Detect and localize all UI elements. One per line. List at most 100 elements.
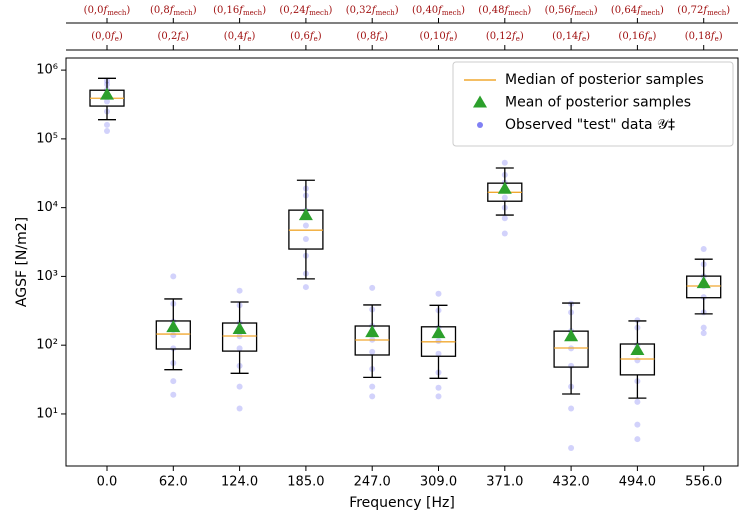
label-prefix: (0,4 [224,31,244,42]
label-suffix: ) [185,31,189,42]
label-sub: mech [508,9,528,17]
label-suffix: ) [461,5,465,16]
observed-point [435,338,442,345]
x-axis-label: Frequency [Hz] [349,495,455,511]
label-prefix: (0,40 [412,5,438,16]
top-tick-label: (0,4fe) [224,31,256,44]
label-prefix: (0,0 [91,31,111,42]
top-tick-label: (0,32fmech) [346,5,399,18]
label-symbol: f [636,5,643,16]
label-symbol: f [102,5,109,16]
observed-point [104,121,110,128]
label-symbol: f [238,5,245,16]
observed-point [501,230,508,237]
label-sub: mech [641,9,661,17]
observed-point [568,444,575,451]
label-prefix: (0,72 [677,5,703,16]
legend-swatch [473,95,487,108]
x-tick-label: 432.0 [552,475,589,490]
mean-marker [232,321,247,334]
observed-point [700,330,707,337]
label-suffix: ) [384,31,388,42]
observed-point [236,345,243,352]
observed-point [435,384,442,391]
label-sub: mech [243,9,263,17]
mean-marker [365,325,380,338]
mean-marker [696,276,711,289]
legend-box [452,61,734,147]
observed-point [501,194,508,201]
label-symbol: f [176,31,183,42]
y-tick-label: 10⁶ [36,63,58,78]
label-prefix: (0,16 [213,5,239,16]
top-tick-label: (0,12fe) [486,31,524,44]
observed-point [369,284,376,291]
y-tick-label: 10⁵ [36,131,58,146]
label-symbol: f [110,31,117,42]
label-symbol: f [375,31,382,42]
x-tick-label: 247.0 [354,475,391,490]
label-suffix: ) [454,31,458,42]
label-suffix: ) [660,5,664,16]
label-symbol: f [437,5,444,16]
label-suffix: ) [726,5,730,16]
top-tick-label: (0,6fe) [290,31,322,44]
label-suffix: ) [527,5,531,16]
observed-point [236,383,243,390]
top-tick-label: (0,0fe) [91,31,123,44]
legend-label: Mean of posterior samples [505,95,691,111]
x-tick-label: 62.0 [159,475,188,490]
top-tick-label: (0,64fmech) [611,5,664,18]
label-prefix: (0,14 [552,31,578,42]
mean-marker [100,87,114,100]
observed-point [170,332,177,339]
label-suffix: ) [119,31,123,42]
label-sub: e [582,35,586,43]
top-tick-label: (0,16fe) [618,31,656,44]
label-sub: e [516,35,520,43]
y-tick-label: 10⁴ [36,200,58,215]
observed-point [170,345,177,352]
x-tick-label: 185.0 [287,475,324,490]
observed-point [700,324,707,331]
label-prefix: (0,2 [158,31,178,42]
observed-point [435,393,442,400]
observed-point [634,436,641,443]
label-prefix: (0,56 [545,5,571,16]
observed-point [369,393,376,400]
observed-point [170,273,177,280]
observed-point [634,398,641,405]
observed-point [369,348,376,355]
mean-marker [298,208,313,221]
label-symbol: f [371,5,378,16]
label-prefix: (0,24 [279,5,305,16]
label-suffix: ) [251,31,255,42]
mean-marker [497,181,512,194]
label-sub: mech [173,9,193,17]
label-prefix: (0,8 [356,31,376,42]
label-sub: e [314,35,318,43]
mean-marker [630,343,645,356]
observed-point [302,222,309,229]
observed-point [435,350,442,357]
label-symbol: f [243,31,250,42]
observed-point [170,378,177,385]
top-tick-label: (0,0fmech) [84,5,131,18]
label-symbol: f [503,5,510,16]
label-symbol: f [169,5,176,16]
observed-point [104,98,110,105]
label-suffix: ) [193,5,197,16]
legend-label: Observed "test" data 𝒴‡ [505,117,675,133]
x-tick-label: 494.0 [619,475,656,490]
legend-swatch [477,122,483,128]
y-tick-label: 10² [36,338,58,353]
label-symbol: f [511,31,518,42]
observed-point [369,383,376,390]
label-symbol: f [702,5,709,16]
label-symbol: f [570,5,577,16]
label-prefix: (0,0 [84,5,104,16]
plot-frame [65,57,739,467]
label-suffix: ) [719,31,723,42]
observed-point [501,215,508,222]
